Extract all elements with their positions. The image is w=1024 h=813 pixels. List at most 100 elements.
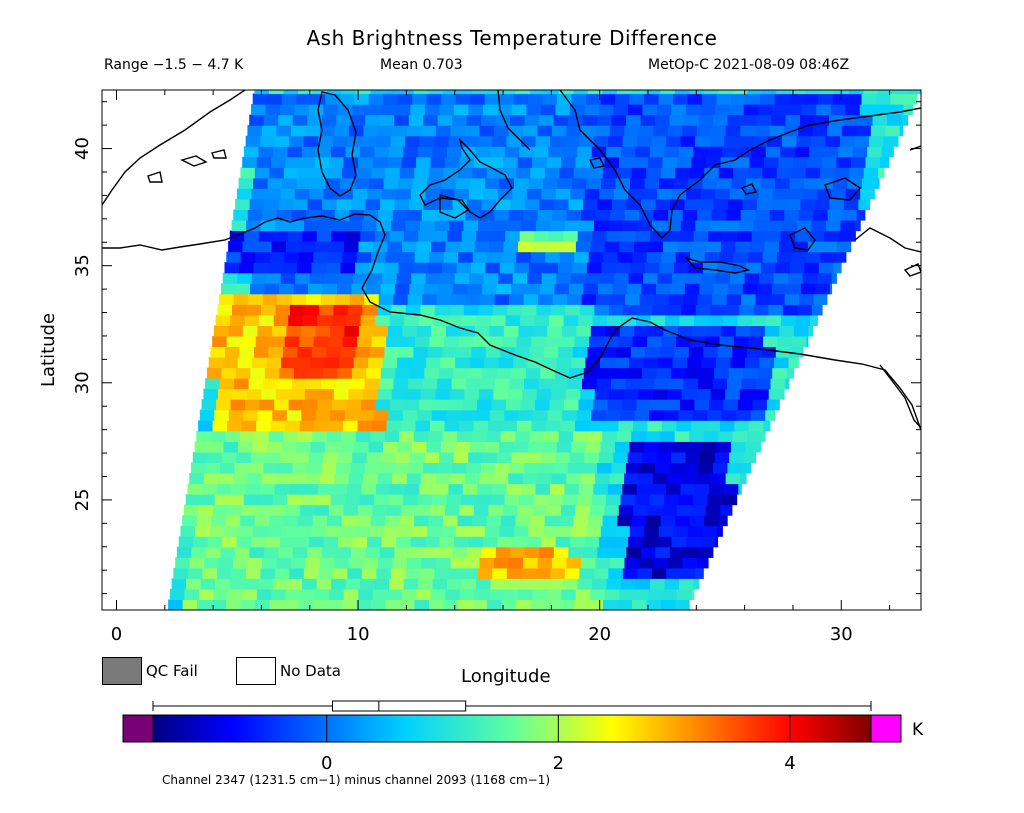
data-cell [559, 167, 575, 179]
data-cell [305, 209, 321, 221]
data-cell [504, 146, 520, 158]
data-cell [232, 304, 248, 316]
data-cell [620, 494, 636, 506]
data-cell [535, 399, 551, 411]
data-cell [397, 525, 413, 537]
data-cell [425, 536, 441, 548]
data-cell [243, 494, 259, 506]
data-cell [750, 325, 766, 337]
data-cell [301, 146, 317, 158]
data-cell [437, 546, 453, 558]
data-cell [622, 399, 638, 411]
data-cell [382, 272, 398, 284]
data-cell [266, 272, 282, 284]
data-cell [612, 198, 628, 210]
data-cell [793, 325, 809, 337]
data-cell [498, 357, 514, 369]
data-cell [573, 430, 589, 442]
data-cell [257, 409, 273, 421]
data-cell [647, 504, 663, 516]
data-cell [246, 220, 262, 232]
data-cell [391, 304, 407, 316]
data-cell [344, 409, 360, 421]
data-cell [281, 93, 297, 105]
data-cell [806, 251, 822, 263]
data-cell [761, 346, 777, 358]
data-cell [583, 283, 599, 295]
data-cell [593, 567, 609, 579]
data-cell [686, 188, 702, 200]
data-cell [444, 420, 460, 432]
data-cell [611, 114, 627, 126]
data-cell [359, 146, 375, 158]
data-cell [576, 409, 592, 421]
data-cell [480, 293, 496, 305]
data-cell [598, 367, 614, 379]
data-cell [418, 578, 434, 590]
data-cell [796, 135, 812, 147]
data-cell [426, 441, 442, 453]
data-cell [543, 177, 559, 189]
data-cell [267, 93, 283, 105]
data-cell [565, 220, 581, 232]
data-cell [352, 536, 368, 548]
data-cell [474, 241, 490, 253]
data-cell [274, 567, 290, 579]
data-cell [569, 104, 585, 116]
data-cell [377, 473, 393, 485]
data-cell [306, 293, 322, 305]
data-cell [461, 146, 477, 158]
data-cell [368, 525, 384, 537]
data-cell [510, 198, 526, 210]
data-cell [466, 378, 482, 390]
data-cell [385, 599, 401, 610]
data-cell [460, 241, 476, 253]
data-cell [221, 283, 237, 295]
data-cell [547, 409, 563, 421]
data-cell [441, 525, 457, 537]
data-cell [664, 494, 680, 506]
data-cell [250, 451, 266, 463]
data-cell [597, 198, 613, 210]
data-cell [468, 104, 484, 116]
data-cell [417, 494, 433, 506]
data-cell [343, 156, 359, 168]
data-cell [606, 578, 622, 590]
data-cell [607, 399, 623, 411]
data-cell [340, 177, 356, 189]
data-cell [644, 177, 660, 189]
data-cell [576, 325, 592, 337]
data-cell [877, 90, 893, 95]
data-cell [545, 335, 561, 347]
data-cell [509, 293, 525, 305]
data-cell [379, 114, 395, 126]
data-cell [669, 378, 685, 390]
data-cell [349, 293, 365, 305]
data-cell [614, 357, 630, 369]
data-cell [568, 198, 584, 210]
data-cell [487, 251, 503, 263]
data-cell [337, 451, 353, 463]
data-cell [597, 114, 613, 126]
data-cell [653, 557, 669, 569]
data-cell [531, 504, 547, 516]
data-cell [752, 314, 768, 326]
data-cell [680, 220, 696, 232]
data-cell [808, 325, 814, 337]
data-cell [169, 588, 185, 600]
data-cell [578, 483, 594, 495]
data-cell [502, 335, 518, 347]
data-cell [399, 430, 415, 442]
data-cell [698, 462, 714, 474]
data-cell [365, 198, 381, 210]
data-cell [593, 483, 609, 495]
data-cell [290, 304, 306, 316]
data-cell [782, 135, 798, 147]
data-cell [713, 283, 729, 295]
data-cell [761, 90, 777, 95]
data-cell [198, 588, 214, 600]
data-cell [248, 378, 264, 390]
data-cell [354, 525, 370, 537]
data-cell [733, 167, 749, 179]
data-cell [539, 546, 555, 558]
